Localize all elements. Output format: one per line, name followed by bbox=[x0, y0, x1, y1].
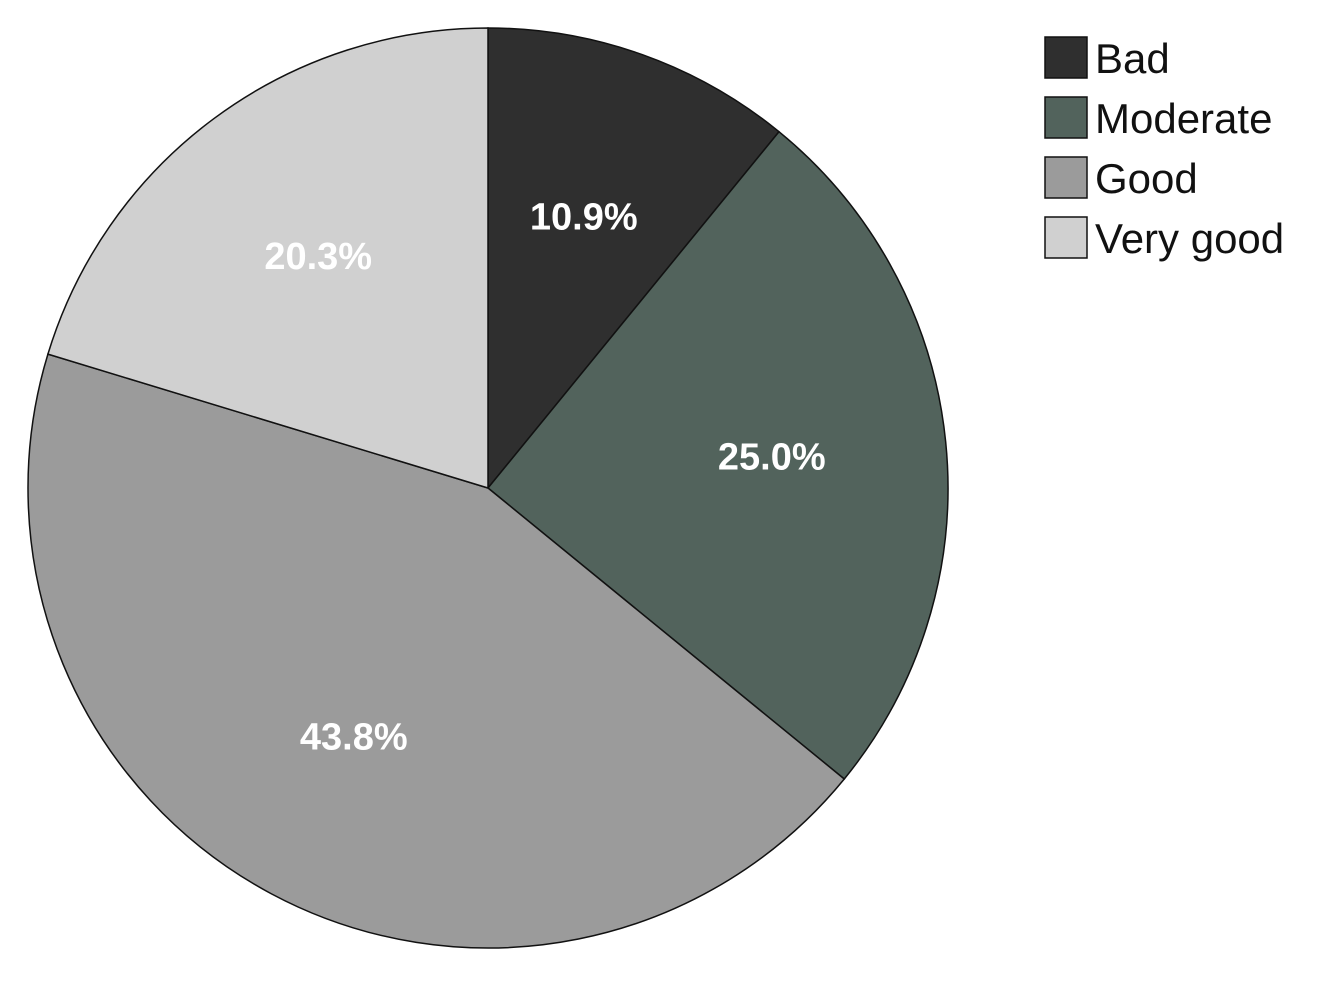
legend-label: Bad bbox=[1095, 35, 1170, 82]
legend-swatch bbox=[1044, 216, 1088, 259]
value-labels: 10.9% 25.0% 43.8% 20.3% bbox=[264, 196, 825, 758]
legend-label: Moderate bbox=[1095, 95, 1272, 142]
pie-slice bbox=[46, 27, 489, 490]
pie-slice bbox=[487, 27, 781, 491]
value-label: 20.3% bbox=[264, 236, 372, 278]
legend-label: Good bbox=[1095, 155, 1198, 202]
legend: Bad Moderate Good Very good bbox=[1044, 35, 1284, 262]
legend-label: Very good bbox=[1095, 215, 1284, 262]
pie-slice bbox=[486, 130, 949, 781]
value-label: 10.9% bbox=[530, 196, 638, 238]
value-label: 43.8% bbox=[300, 717, 408, 759]
wedges bbox=[27, 27, 949, 949]
legend-swatch bbox=[1044, 36, 1088, 79]
legend-swatch bbox=[1044, 156, 1088, 199]
pie-slice bbox=[27, 353, 846, 949]
legend-swatch bbox=[1044, 96, 1088, 139]
value-label: 25.0% bbox=[718, 436, 826, 478]
